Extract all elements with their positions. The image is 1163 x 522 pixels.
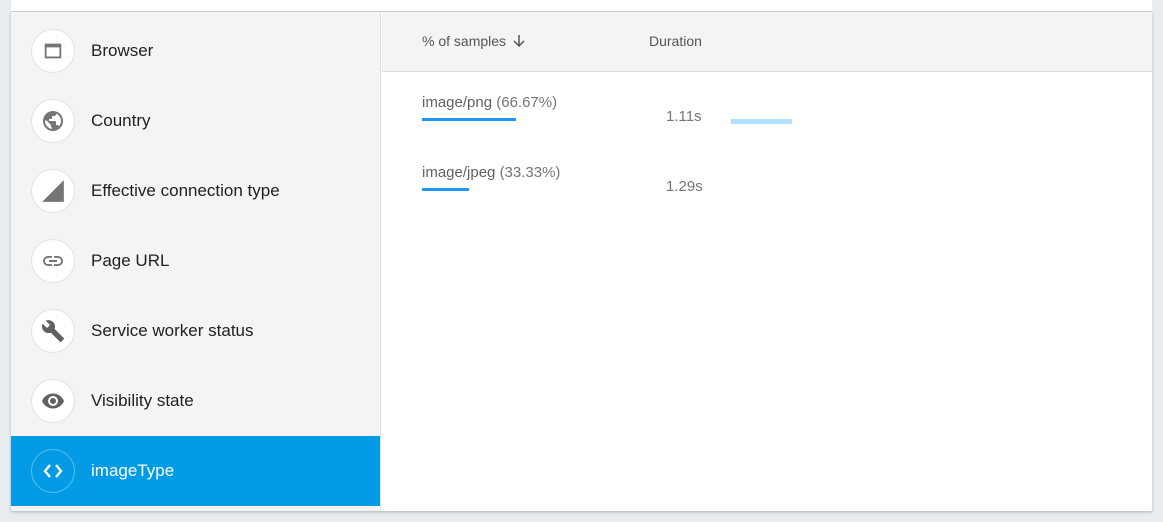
sidebar-item-page-url[interactable]: Page URL (11, 226, 380, 296)
wrench-icon (31, 309, 75, 353)
report-card: Browser Country Effective connection typ… (11, 12, 1152, 511)
sidebar-item-visibility-state[interactable]: Visibility state (11, 366, 380, 436)
sidebar-item-browser[interactable]: Browser (11, 16, 380, 86)
row-name: image/png (422, 94, 493, 111)
sidebar-item-imagetype[interactable]: imageType (11, 436, 380, 506)
signal-icon (31, 169, 75, 213)
row-name: image/jpeg (422, 164, 496, 181)
sidebar-item-country[interactable]: Country (11, 86, 380, 156)
samples-bar (422, 118, 516, 121)
duration-value: 1.29s (666, 178, 703, 195)
code-icon (31, 449, 75, 493)
results-table: % of samples Duration image/png (66.67%)… (382, 12, 1152, 511)
samples-column-header[interactable]: % of samples (422, 33, 526, 49)
sidebar-item-label: Visibility state (91, 391, 194, 410)
duration-column-header[interactable]: Duration (649, 33, 702, 49)
dimension-sidebar: Browser Country Effective connection typ… (11, 12, 381, 511)
sidebar-item-label: Browser (91, 41, 154, 60)
table-row[interactable]: image/png (66.67%) 1.11s (382, 72, 1152, 142)
sidebar-item-service-worker[interactable]: Service worker status (11, 296, 380, 366)
sort-arrow-down-icon (513, 35, 525, 48)
link-icon (31, 239, 75, 283)
row-percent: (66.67%) (496, 94, 558, 111)
row-label: image/jpeg (33.33%) (422, 164, 560, 181)
globe-icon (31, 99, 75, 143)
eye-icon (31, 379, 75, 423)
row-percent: (33.33%) (499, 164, 561, 181)
row-label: image/png (66.67%) (422, 94, 557, 111)
sidebar-item-label: Effective connection type (91, 181, 280, 200)
table-row[interactable]: image/jpeg (33.33%) 1.29s (382, 142, 1152, 212)
top-strip (11, 0, 1152, 12)
sidebar-item-label: imageType (91, 461, 175, 480)
sidebar-item-label: Page URL (91, 251, 170, 270)
duration-bar (731, 119, 792, 124)
duration-value: 1.11s (666, 108, 702, 125)
sidebar-item-label: Country (91, 111, 151, 130)
samples-bar (422, 188, 469, 191)
samples-header-label: % of samples (422, 33, 507, 49)
sidebar-item-label: Service worker status (91, 321, 254, 340)
sidebar-item-connection-type[interactable]: Effective connection type (11, 156, 380, 226)
table-header: % of samples Duration (382, 12, 1152, 72)
browser-window-icon (31, 29, 75, 73)
